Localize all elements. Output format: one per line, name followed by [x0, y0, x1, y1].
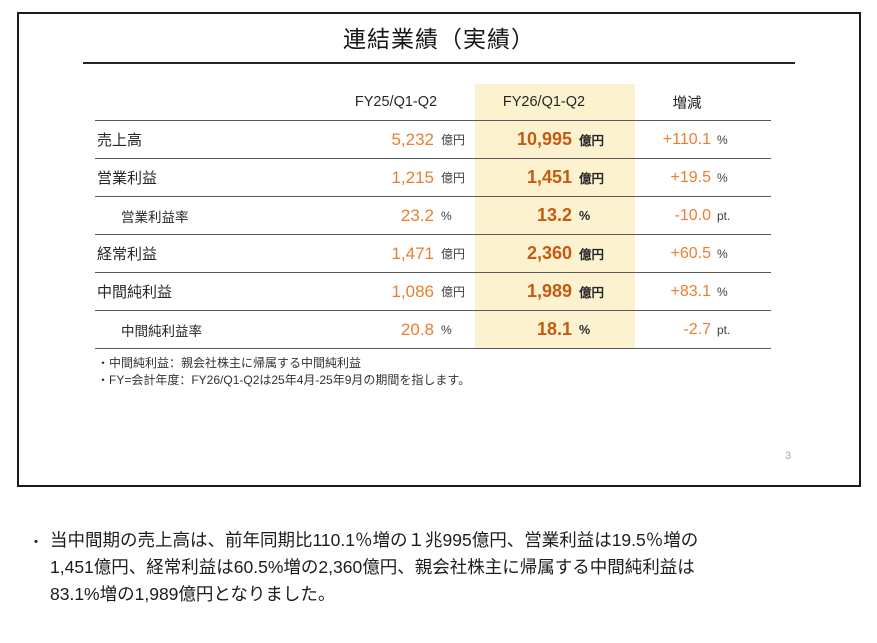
summary-line: 当中間期の売上高は、前年同期比110.1％増の１兆995億円、営業利益は19.5… — [50, 530, 699, 550]
fy25-unit: % — [441, 208, 452, 223]
footnote-line: ・中間純利益：親会社株主に帰属する中間純利益 — [97, 356, 362, 370]
change-value: +19.5 — [670, 168, 711, 186]
change-unit: % — [717, 170, 728, 185]
row-label: 中間純利益 — [97, 284, 173, 301]
bullet-marker: ・ — [28, 534, 44, 551]
page-number: 3 — [785, 450, 792, 462]
table-row-revenue: 売上高 5,232 億円 10,995 億円 +110.1% — [95, 121, 771, 159]
fy26-unit: % — [579, 208, 591, 223]
change-value: +110.1 — [662, 130, 711, 148]
change-value: +83.1 — [670, 282, 711, 300]
footnote-line: ・FY=会計年度：FY26/Q1-Q2は25年4月-25年9月の期間を指します。 — [97, 373, 471, 388]
table-row-operating-profit: 営業利益 1,215 億円 1,451 億円 +19.5% — [95, 159, 771, 197]
results-table: FY25/Q1-Q2 FY26/Q1-Q2 増減 売上高 5,232 億円 10,… — [95, 84, 771, 349]
header-change: 増減 — [672, 95, 702, 112]
fy25-unit: 億円 — [441, 247, 466, 261]
summary-line: 83.1%増の1,989億円となりました。 — [50, 584, 336, 605]
change-value: -2.7 — [683, 320, 711, 338]
fy25-unit: 億円 — [441, 285, 466, 299]
change-value: -10.0 — [674, 206, 711, 224]
fy25-value: 1,471 — [391, 243, 434, 263]
fy25-value: 5,232 — [391, 129, 434, 149]
table-row-interim-net-margin: 中間純利益率 20.8% 18.1% -2.7 pt. — [95, 311, 771, 349]
fy26-unit: 億円 — [579, 134, 605, 148]
results-slide: 連結業績（実績） FY25/Q1-Q2 FY26/Q1-Q2 増減 売上高 5,… — [17, 12, 861, 487]
header-empty — [95, 84, 347, 120]
row-label: 売上高 — [97, 132, 143, 149]
fy26-value: 13.2 — [536, 205, 572, 225]
fy26-value: 18.1 — [536, 319, 572, 339]
title-underline — [83, 62, 795, 64]
change-unit: pt. — [717, 208, 731, 223]
fy25-value: 23.2 — [400, 205, 434, 225]
header-fy25: FY25/Q1-Q2 — [354, 94, 438, 110]
table-row-interim-net-profit: 中間純利益 1,086 億円 1,989 億円 +83.1% — [95, 273, 771, 311]
fy25-unit: 億円 — [441, 133, 466, 147]
row-label: 営業利益率 — [121, 209, 189, 225]
fy25-value: 1,215 — [391, 167, 434, 187]
table-row-operating-margin: 営業利益率 23.2% 13.2% -10.0 pt. — [95, 197, 771, 235]
change-value: +60.5 — [670, 244, 711, 262]
fy26-unit: 億円 — [579, 286, 605, 300]
slide-title: 連結業績（実績） — [343, 26, 535, 52]
change-unit: % — [717, 132, 728, 147]
table-footnotes: ・中間純利益：親会社株主に帰属する中間純利益 ・FY=会計年度：FY26/Q1-… — [97, 355, 470, 390]
row-label: 経常利益 — [97, 246, 158, 263]
row-label: 営業利益 — [97, 170, 158, 187]
change-unit: % — [717, 246, 728, 261]
row-label: 中間純利益率 — [121, 323, 202, 339]
fy25-value: 1,086 — [391, 281, 434, 301]
fy25-value: 20.8 — [400, 319, 434, 339]
fy26-value: 2,360 — [526, 243, 572, 263]
change-unit: % — [717, 284, 728, 299]
fy25-unit: 億円 — [441, 171, 466, 185]
change-unit: pt. — [717, 322, 731, 337]
summary-paragraph: ・ 当中間期の売上高は、前年同期比110.1％増の１兆995億円、営業利益は19… — [22, 527, 862, 608]
table-row-ordinary-profit: 経常利益 1,471 億円 2,360 億円 +60.5% — [95, 235, 771, 273]
fy26-unit: 億円 — [579, 172, 605, 186]
header-fy26-highlighted: FY26/Q1-Q2 — [475, 84, 635, 120]
fy26-value: 10,995 — [516, 129, 572, 149]
fy26-value: 1,989 — [526, 281, 572, 301]
fy25-unit: % — [441, 322, 452, 337]
fy26-value: 1,451 — [526, 167, 572, 187]
fy26-unit: % — [579, 322, 591, 337]
table-header-row: FY25/Q1-Q2 FY26/Q1-Q2 増減 — [95, 84, 771, 121]
fy26-unit: 億円 — [579, 248, 605, 262]
summary-line: 1,451億円、経常利益は60.5%増の2,360億円、親会社株主に帰属する中間… — [50, 557, 695, 578]
